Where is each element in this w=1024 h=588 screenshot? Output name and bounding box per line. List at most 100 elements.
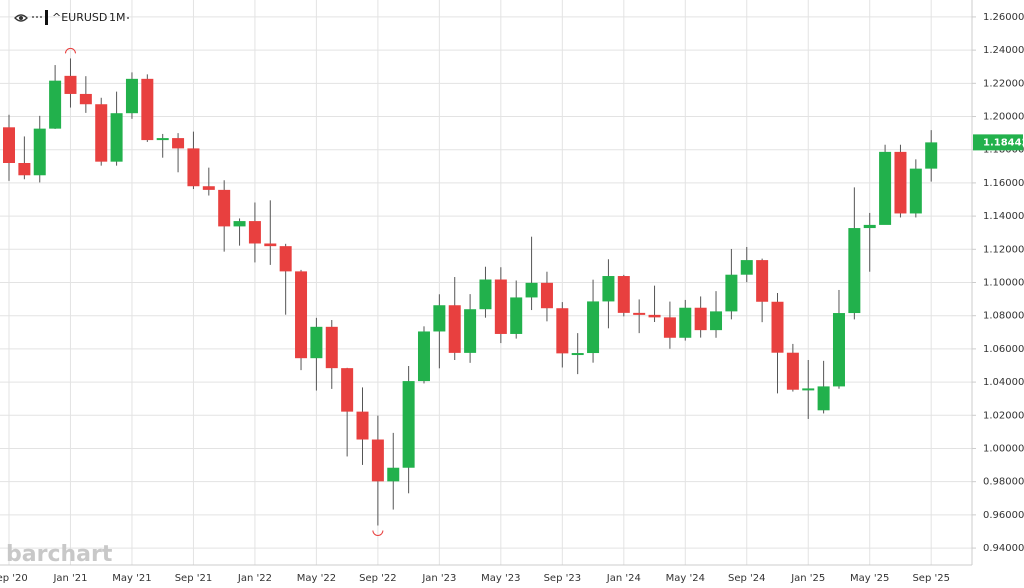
x-tick-label: Sep '25	[912, 573, 950, 584]
candle-body	[817, 386, 830, 411]
candle-body	[648, 314, 661, 318]
candle-body	[756, 260, 769, 302]
candle-body	[863, 224, 876, 229]
candle-body	[279, 246, 292, 272]
y-tick-label: 1.14000	[983, 211, 1024, 222]
candle-body	[49, 80, 62, 129]
candle-body	[633, 312, 646, 315]
high-marker	[64, 48, 76, 54]
candle-body	[587, 301, 600, 354]
candle-body	[202, 186, 215, 190]
x-tick-label: May '22	[297, 573, 336, 584]
y-tick-label: 1.26000	[983, 12, 1024, 23]
candle-body	[402, 381, 415, 468]
candle-body	[417, 331, 430, 382]
candle-body	[3, 127, 15, 163]
x-tick-label: Sep '23	[544, 573, 582, 584]
symbol: ^EURUSD	[52, 11, 107, 24]
candle-body	[879, 151, 892, 225]
candle-body	[264, 243, 277, 247]
y-tick-label: 1.02000	[983, 410, 1024, 421]
candle-body	[371, 439, 384, 482]
y-tick-label: 1.06000	[983, 344, 1024, 355]
x-tick-label: May '25	[850, 573, 889, 584]
candle-body	[571, 353, 584, 356]
candle-body	[64, 75, 77, 94]
y-tick-label: 0.96000	[983, 510, 1024, 521]
candle-body	[602, 276, 615, 302]
y-tick-label: 0.98000	[983, 477, 1024, 488]
candle-body	[725, 274, 738, 312]
y-tick-label: 1.04000	[983, 377, 1024, 388]
candle-body	[802, 388, 815, 391]
candle-body	[479, 279, 492, 310]
candle-body	[110, 113, 123, 162]
candle-body	[710, 311, 723, 331]
x-tick-label: Jan '23	[421, 573, 456, 584]
y-tick-label: 1.16000	[983, 178, 1024, 189]
candles	[3, 48, 938, 536]
x-tick-label: Sep '24	[728, 573, 766, 584]
dot	[32, 16, 34, 18]
candle-body	[464, 309, 477, 353]
candle-body	[187, 148, 200, 187]
y-tick-label: 1.00000	[983, 443, 1024, 454]
candle-body	[79, 93, 92, 105]
candle-body	[525, 282, 538, 298]
candle-body	[156, 138, 169, 141]
candle-body	[848, 228, 861, 314]
dot	[127, 17, 129, 19]
grid	[0, 0, 972, 565]
last-price-label: 1.18442	[983, 137, 1024, 148]
candle-body	[141, 78, 154, 141]
x-tick-label: Jan '21	[52, 573, 87, 584]
candle-body	[125, 78, 138, 114]
y-tick-label: 1.12000	[983, 244, 1024, 255]
watermark: barchart	[6, 542, 113, 567]
dot	[105, 17, 107, 19]
candle-body	[894, 151, 907, 214]
last-price-box	[973, 134, 1023, 151]
candle-body	[663, 317, 676, 338]
eye-icon[interactable]	[14, 14, 28, 22]
header[interactable]: ^EURUSD 1M	[14, 10, 129, 25]
low-marker	[372, 530, 384, 536]
candle-body	[925, 142, 938, 169]
candle-body	[771, 301, 784, 353]
candle-body	[617, 276, 630, 313]
candle-body	[218, 189, 231, 227]
candle-body	[740, 260, 753, 275]
candle-body	[325, 326, 338, 369]
y-tick-label: 1.20000	[983, 112, 1024, 123]
candle-body	[556, 308, 569, 354]
candle-body	[18, 162, 31, 176]
candle-body	[33, 128, 46, 176]
x-tick-label: Sep '22	[359, 573, 397, 584]
candle-body	[356, 411, 369, 440]
candle-body	[248, 221, 261, 244]
y-tick-label: 1.10000	[983, 278, 1024, 289]
y-tick-label: 1.22000	[983, 78, 1024, 89]
y-tick-label: 0.94000	[983, 543, 1024, 554]
candle-body	[295, 271, 308, 359]
dot	[40, 16, 42, 18]
candle-body	[494, 279, 507, 334]
x-tick-label: Jan '25	[790, 573, 825, 584]
x-tick-label: May '21	[112, 573, 151, 584]
y-tick-label: 1.24000	[983, 45, 1024, 56]
x-tick-label: May '23	[481, 573, 520, 584]
x-tick-label: Sep '21	[175, 573, 213, 584]
x-tick-label: Jan '22	[237, 573, 272, 584]
candle-body	[95, 104, 108, 162]
x-tick-label: Jan '24	[606, 573, 641, 584]
candle-body	[172, 138, 185, 149]
color-bar	[45, 10, 48, 25]
eye-pupil	[19, 16, 23, 20]
dot	[36, 16, 38, 18]
candle-body	[909, 168, 922, 214]
candle-body	[341, 368, 354, 412]
candle-body	[832, 313, 845, 387]
candle-body	[540, 282, 553, 309]
interval: 1M	[109, 11, 126, 24]
